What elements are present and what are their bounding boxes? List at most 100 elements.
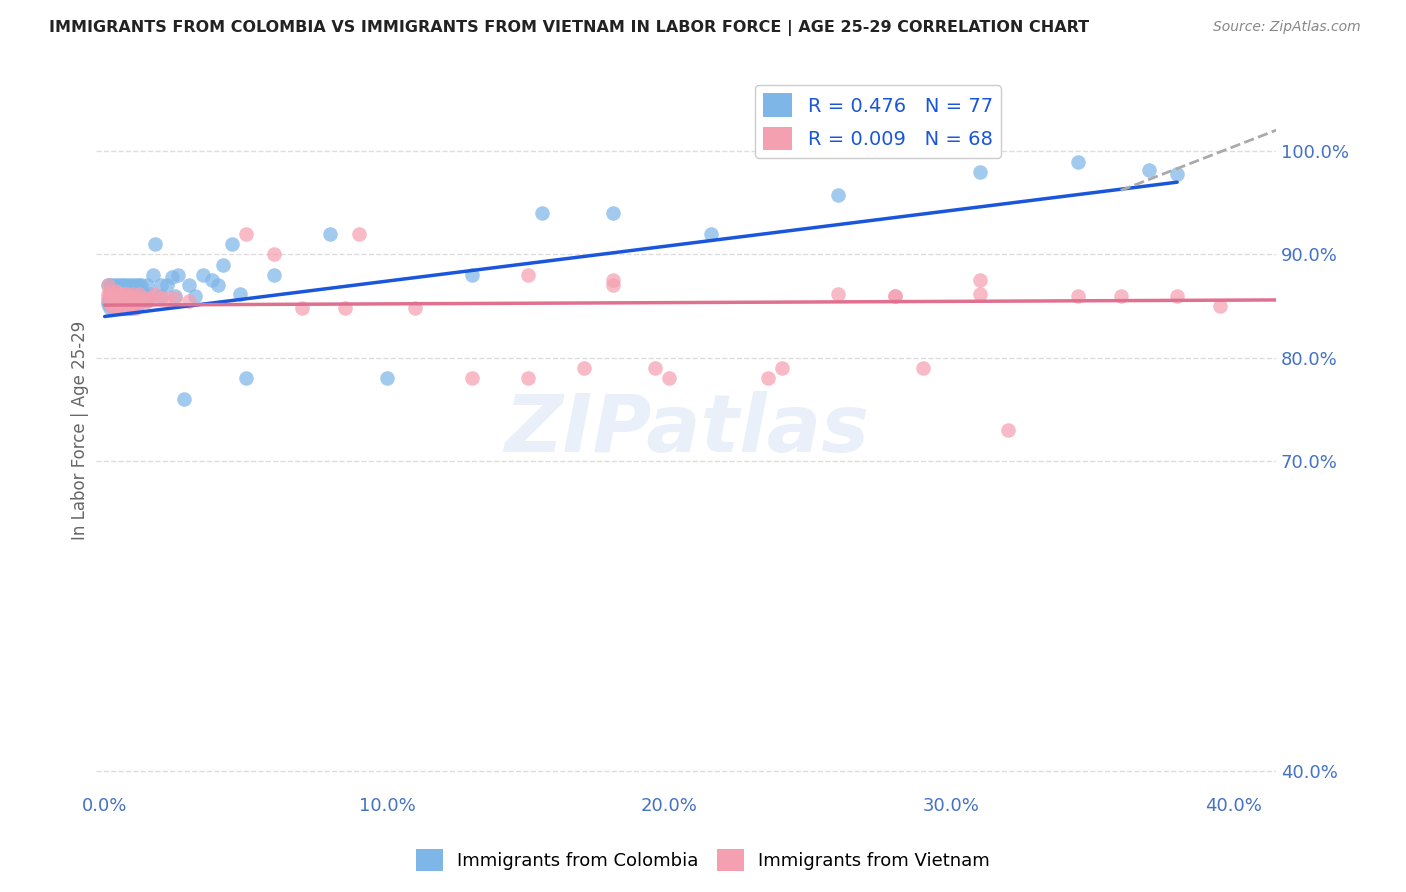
Point [117,278,139,293]
Point [104,293,127,308]
Point [107,293,129,307]
Legend: R = 0.476   N = 77, R = 0.009   N = 68: R = 0.476 N = 77, R = 0.009 N = 68 [755,86,1001,158]
Point [291,301,314,316]
Point [142,268,165,282]
Point [98,291,121,305]
Point [98,286,121,301]
Point [333,301,356,316]
Point [165,291,187,305]
Point [179,293,201,308]
Point [574,361,596,376]
Point [125,301,148,316]
Point [98,297,121,311]
Text: ZIPatlas: ZIPatlas [503,391,869,469]
Point [1067,289,1090,303]
Point [1208,299,1230,313]
Point [319,227,342,241]
Point [136,293,159,308]
Point [517,268,540,282]
Point [347,227,370,241]
Text: IMMIGRANTS FROM COLOMBIA VS IMMIGRANTS FROM VIETNAM IN LABOR FORCE | AGE 25-29 C: IMMIGRANTS FROM COLOMBIA VS IMMIGRANTS F… [49,20,1090,36]
Point [110,293,132,307]
Point [1109,289,1132,303]
Point [104,291,127,305]
Point [969,273,991,287]
Point [184,289,207,303]
Point [125,293,148,308]
Point [145,286,167,301]
Text: Source: ZipAtlas.com: Source: ZipAtlas.com [1213,20,1361,34]
Point [969,286,991,301]
Point [101,293,124,308]
Point [117,301,139,316]
Point [150,291,173,305]
Point [114,286,136,301]
Point [104,278,127,293]
Point [156,291,179,305]
Point [602,273,624,287]
Point [107,301,129,316]
Point [263,268,285,282]
Point [120,278,142,293]
Point [122,286,145,301]
Point [98,293,121,308]
Point [104,297,127,311]
Point [117,286,139,301]
Point [165,289,187,303]
Point [120,291,142,305]
Point [128,278,150,293]
Point [173,392,195,406]
Point [700,227,723,241]
Point [128,297,150,311]
Point [107,293,129,308]
Point [122,278,145,293]
Point [101,286,124,301]
Y-axis label: In Labor Force | Age 25-29: In Labor Force | Age 25-29 [72,320,89,540]
Point [117,297,139,311]
Point [235,227,257,241]
Point [96,297,118,311]
Point [404,301,426,316]
Point [101,278,124,293]
Point [110,278,132,293]
Point [167,268,190,282]
Point [114,293,136,308]
Point [912,361,935,376]
Point [101,286,124,301]
Point [827,286,849,301]
Point [658,371,681,385]
Point [96,278,118,293]
Point [128,286,150,301]
Point [96,293,118,308]
Point [375,371,398,385]
Point [114,286,136,301]
Point [96,278,118,293]
Point [131,293,153,308]
Point [1137,162,1160,177]
Point [107,301,129,316]
Point [107,278,129,293]
Point [1166,289,1188,303]
Point [110,286,132,301]
Point [136,278,159,293]
Point [884,289,907,303]
Point [193,268,215,282]
Point [128,286,150,301]
Point [235,371,257,385]
Point [110,297,132,311]
Point [969,165,991,179]
Point [602,278,624,293]
Point [114,291,136,305]
Point [602,206,624,220]
Point [122,301,145,316]
Point [125,291,148,305]
Point [104,284,127,298]
Point [827,187,849,202]
Point [117,286,139,301]
Point [1067,154,1090,169]
Point [207,278,229,293]
Point [517,371,540,385]
Point [107,286,129,301]
Point [460,268,482,282]
Point [150,278,173,293]
